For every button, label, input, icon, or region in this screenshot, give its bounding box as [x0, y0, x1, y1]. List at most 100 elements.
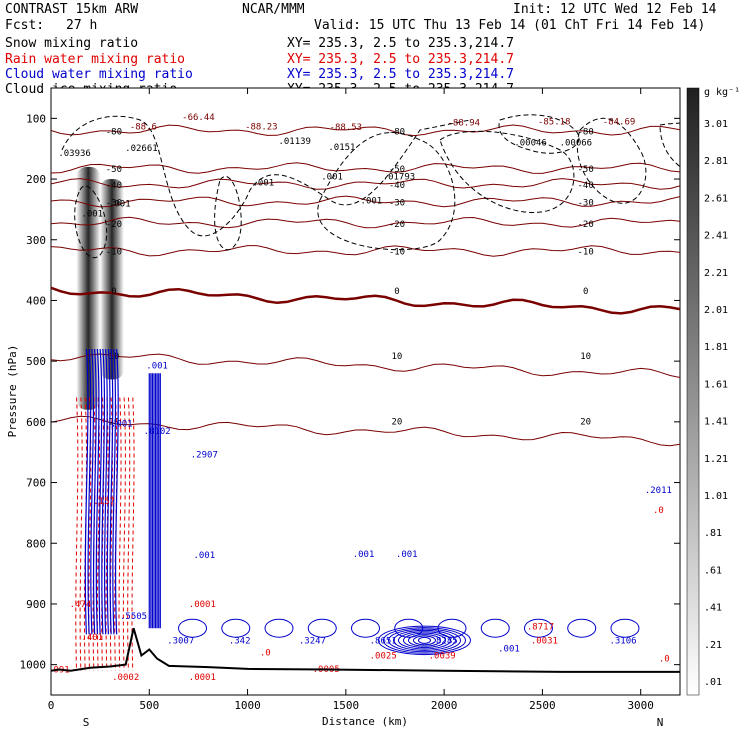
- isotherm-label: -40: [389, 181, 405, 191]
- isotherm-label: -50: [389, 165, 405, 175]
- x-tick-label: 2500: [529, 699, 556, 712]
- cloud-water-contour: [610, 618, 640, 638]
- cloud-water-contour: [307, 618, 337, 638]
- contour-value-label: .157: [93, 497, 115, 507]
- isotherm-line: [51, 216, 680, 229]
- contour-value-label: .3007: [167, 636, 194, 646]
- cloud-water-contour: [417, 636, 431, 644]
- colorbar-label: .61: [704, 565, 722, 576]
- init-time: Init: 12 UTC Wed 12 Feb 14: [513, 2, 717, 17]
- isotherm-line: [51, 124, 680, 137]
- contour-value-label: .5505: [120, 612, 147, 622]
- isotherm-label: -30: [389, 199, 405, 209]
- contour-value-label: .0025: [370, 652, 397, 662]
- contour-value-label: .0151: [328, 143, 355, 153]
- colorbar-label: 1.21: [704, 454, 728, 465]
- cloud-water-contour: [90, 348, 95, 635]
- cloud-water-contour: [377, 625, 471, 656]
- contour-value-label: -85.18: [538, 117, 571, 127]
- cloud-water-contour: [382, 627, 466, 654]
- contour-value-label: -84.69: [603, 117, 636, 127]
- cloud-water-contour: [387, 628, 461, 653]
- cloud-water-contour: [412, 635, 436, 646]
- cloud-water-contour: [106, 348, 111, 635]
- y-tick-label: 500: [26, 355, 46, 368]
- x-tick-label: 2000: [431, 699, 458, 712]
- colorbar-label: .81: [704, 528, 722, 539]
- cloud-ice-column: [99, 179, 124, 380]
- x-tick-label: 3000: [627, 699, 654, 712]
- field-name-cloud-water: Cloud water mixing ratio: [5, 67, 193, 82]
- isotherm-label: 10: [392, 352, 403, 362]
- isotherm-line: [51, 245, 680, 257]
- contour-value-label: .02661: [125, 144, 158, 154]
- y-tick-label: 200: [26, 173, 46, 186]
- x-tick-label: 1500: [333, 699, 360, 712]
- cloud-water-contour: [264, 618, 294, 638]
- colorbar-label: 2.21: [704, 268, 728, 279]
- field-xy-snow: XY= 235.3, 2.5 to 235.3,214.7: [287, 36, 514, 51]
- colorbar-label: 2.61: [704, 193, 728, 204]
- plot-area: -80 -80 -80-50 -50 -50-40 -40 -40-30 -30 -30-20-…: [51, 113, 680, 683]
- contour-value-label: -66.44: [182, 113, 215, 123]
- contour-value-label: .0: [260, 649, 271, 659]
- y-tick-label: 400: [26, 294, 46, 307]
- terrain-line: [51, 627, 680, 673]
- contour-value-label: .0001: [189, 600, 216, 610]
- center-label: NCAR/MMM: [242, 2, 305, 17]
- contour-value-label: .001: [146, 361, 168, 371]
- contour-value-label: .001: [321, 173, 343, 183]
- contour-value-label: .00046: [514, 139, 547, 149]
- contour-value-label: -88.94: [448, 119, 481, 129]
- isotherm-label: -50: [578, 165, 594, 175]
- cloud-water-contour: [402, 632, 446, 649]
- contour-value-label: .001: [252, 179, 274, 189]
- cloud-ice-column: [76, 166, 101, 410]
- isotherm-label: 10: [580, 352, 591, 362]
- north-label: N: [657, 716, 664, 729]
- cloud-water-contour: [523, 618, 553, 638]
- isotherm-label: -50: [106, 165, 122, 175]
- x-tick-label: 1000: [234, 699, 261, 712]
- colorbar: g kg⁻¹ 3.01 2.81 2.61 2.41 2.21 2.01 1.81 1.61 1…: [686, 87, 740, 696]
- isotherm-label: -10: [578, 248, 594, 258]
- snow-contour: [74, 185, 108, 259]
- y-axis-label: Pressure (hPa): [6, 345, 19, 438]
- cloud-water-contour: [87, 348, 92, 635]
- contour-value-label: -88.6: [130, 122, 157, 132]
- cloud-water-contour: [397, 631, 451, 650]
- cloud-water-contour: [92, 348, 97, 635]
- snow-contour: [659, 122, 680, 168]
- isotherm-label: -10: [106, 248, 122, 258]
- contour-value-label: .8717: [527, 622, 554, 632]
- isotherm-label: 0: [111, 287, 116, 297]
- snow-contour: [439, 130, 575, 213]
- y-tick-label: 800: [26, 537, 46, 550]
- colorbar-label: 1.81: [704, 342, 728, 353]
- contour-value-label: .0001: [189, 673, 216, 683]
- contour-value-label: -88.23: [245, 122, 278, 132]
- isotherm-label: 0: [394, 287, 399, 297]
- contour-value-label: .00066: [560, 139, 593, 149]
- contour-value-label: .8651: [370, 636, 397, 646]
- isotherm-label: -30: [106, 199, 122, 209]
- cloud-water-contour: [394, 618, 424, 638]
- contour-value-label: .474: [70, 600, 92, 610]
- isotherm-label: -10: [389, 248, 405, 258]
- isotherm-label: -40: [106, 181, 122, 191]
- contour-value-label: .401: [81, 633, 103, 643]
- isotherm-label: -20: [106, 220, 122, 230]
- contour-value-label: .001: [111, 420, 133, 430]
- fcst-label: Fcst:: [5, 18, 44, 33]
- cloud-water-contour: [178, 618, 208, 638]
- cloud-water-contour: [480, 618, 510, 638]
- snow-contour: [498, 114, 580, 154]
- isotherm-label: -20: [389, 220, 405, 230]
- snow-contour: [214, 176, 242, 251]
- snow-contour: [576, 117, 647, 204]
- y-tick-label: 300: [26, 234, 46, 247]
- contour-labels: -66.44 -88.6 -88.23 -88.53 -88.94 -85.18 -84.6…: [51, 113, 672, 683]
- cloud-water-contour: [98, 348, 103, 635]
- colorbar-label: 2.41: [704, 231, 728, 242]
